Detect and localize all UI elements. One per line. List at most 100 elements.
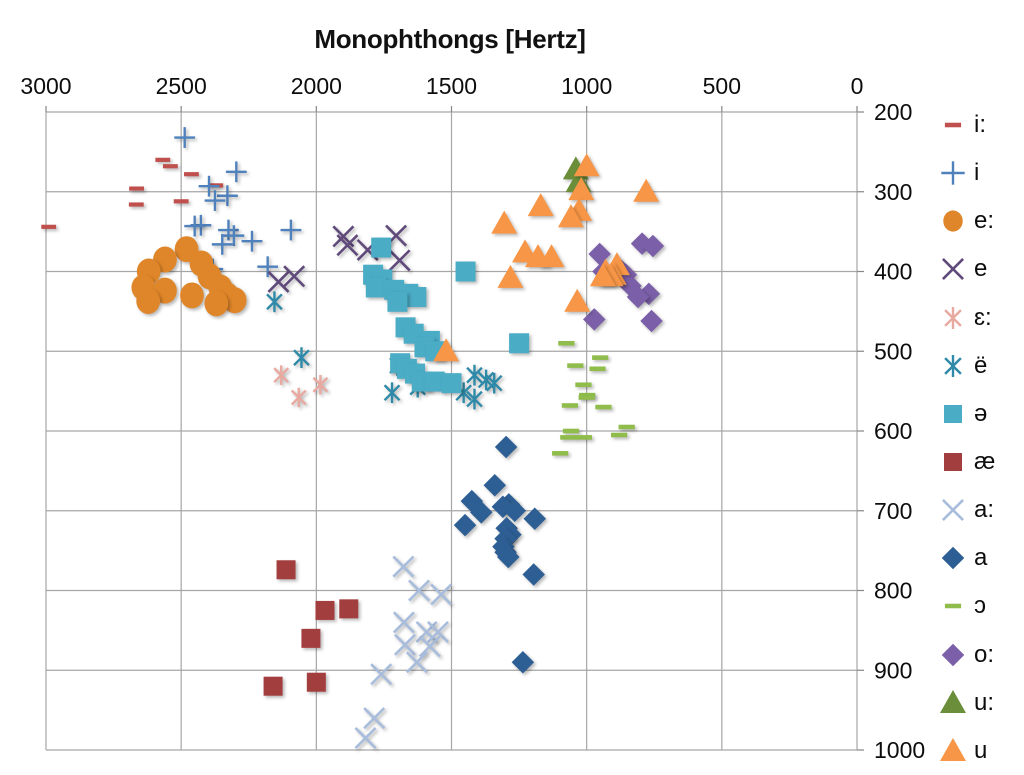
- data-point: [485, 372, 503, 394]
- data-point: [424, 371, 445, 392]
- series-u: [433, 153, 660, 362]
- legend-marker-triangle-icon: [938, 688, 968, 718]
- legend-item-u-long[interactable]: u:: [938, 686, 1024, 720]
- data-point: [392, 611, 415, 634]
- legend-marker-triangle-icon: [938, 736, 968, 766]
- data-point: [263, 676, 283, 696]
- data-point: [418, 635, 441, 658]
- legend-marker-dash-icon: [938, 110, 968, 140]
- legend-item-ə[interactable]: ə: [938, 397, 1024, 431]
- data-point: [595, 404, 612, 410]
- series-a: [453, 435, 547, 674]
- legend-item-u[interactable]: u: [938, 734, 1024, 768]
- data-point: [573, 153, 600, 177]
- legend-marker-cross-icon: [938, 254, 968, 284]
- data-point: [211, 233, 233, 255]
- data-point: [582, 308, 606, 331]
- legend-item-ë[interactable]: ë: [938, 349, 1024, 383]
- data-point: [564, 288, 591, 312]
- legend-label: i: [974, 159, 980, 187]
- data-point: [578, 395, 595, 400]
- data-point: [273, 365, 290, 385]
- legend-item-ɔ[interactable]: ɔ: [938, 589, 1024, 623]
- series-i-long: [41, 157, 224, 229]
- legend-item-i-long[interactable]: i:: [938, 108, 1024, 142]
- legend-label: e: [974, 255, 988, 283]
- data-point: [198, 175, 220, 197]
- series-ɛ-long: [273, 365, 329, 408]
- legend-item-a[interactable]: a: [938, 541, 1024, 575]
- data-point: [575, 382, 592, 388]
- legend-item-a-long[interactable]: a:: [938, 493, 1024, 527]
- legend-marker-dash-icon: [938, 591, 968, 621]
- legend-item-o-long[interactable]: o:: [938, 638, 1024, 672]
- data-point: [129, 186, 144, 191]
- legend-item-i[interactable]: i: [938, 156, 1024, 190]
- data-point: [388, 249, 411, 272]
- legend-label: e:: [974, 207, 995, 235]
- legend-item-e-long[interactable]: e:: [938, 204, 1024, 238]
- y-tick-label: 800: [874, 578, 912, 604]
- y-tick-label: 300: [874, 179, 912, 205]
- data-point: [266, 291, 283, 313]
- data-point: [184, 172, 199, 177]
- data-point: [538, 244, 565, 268]
- data-point: [267, 270, 290, 293]
- series-æ: [263, 560, 359, 696]
- data-point: [312, 374, 329, 395]
- x-tick-label: 1500: [426, 73, 477, 99]
- data-point: [354, 727, 377, 750]
- data-point: [222, 287, 247, 314]
- legend-label: ë: [974, 351, 988, 379]
- data-point: [633, 178, 660, 202]
- x-tick-label: 500: [703, 73, 741, 99]
- chart-title: Monophthongs [Hertz]: [314, 24, 586, 54]
- data-point: [568, 177, 595, 201]
- data-point: [218, 219, 239, 241]
- data-point-series-group: [41, 127, 665, 750]
- y-tick-label: 900: [874, 657, 912, 683]
- data-point: [301, 628, 321, 648]
- data-point: [387, 291, 408, 312]
- legend-item-e[interactable]: e: [938, 252, 1024, 286]
- data-point: [575, 435, 593, 440]
- data-point: [497, 545, 520, 569]
- data-point: [155, 157, 171, 162]
- data-point: [579, 392, 596, 398]
- data-point: [497, 264, 524, 288]
- data-point: [184, 215, 206, 237]
- gridlines: [45, 111, 858, 751]
- data-point: [611, 432, 628, 438]
- legend-item-æ[interactable]: æ: [938, 445, 1024, 479]
- data-point: [406, 287, 427, 308]
- legend-marker-square-icon: [938, 399, 968, 429]
- legend-label: a:: [974, 496, 995, 524]
- data-point: [336, 234, 359, 257]
- data-point: [558, 340, 575, 346]
- y-tick-label: 400: [874, 259, 912, 285]
- legend-label: ɛ:: [974, 303, 992, 331]
- legend-marker-cross-icon: [938, 495, 968, 525]
- data-point: [290, 387, 307, 408]
- data-point: [370, 663, 393, 686]
- x-tick-label: 0: [851, 73, 864, 99]
- data-point: [433, 338, 460, 362]
- legend-item-ɛ-long[interactable]: ɛ:: [938, 301, 1024, 335]
- x-tick-label: 1000: [561, 73, 612, 99]
- data-point: [306, 672, 326, 692]
- data-point: [365, 277, 386, 298]
- legend-marker-square-icon: [938, 447, 968, 477]
- data-point: [589, 263, 616, 287]
- data-point: [509, 333, 530, 354]
- data-point: [523, 507, 547, 530]
- legend-label: i:: [974, 111, 986, 138]
- data-point: [315, 600, 335, 620]
- data-point: [216, 185, 238, 207]
- data-point: [626, 285, 650, 309]
- data-point: [394, 633, 417, 656]
- legend-marker-diamond-icon: [938, 640, 968, 670]
- data-point: [552, 451, 569, 456]
- data-point: [441, 373, 462, 394]
- data-point: [293, 347, 310, 368]
